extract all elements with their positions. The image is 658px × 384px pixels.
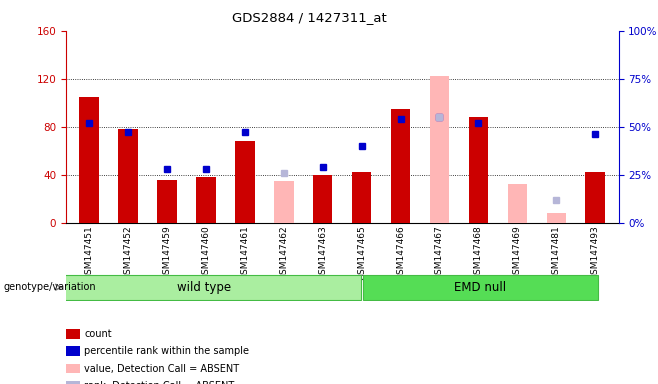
Bar (352, 172, 371, 223)
Text: genotype/variation: genotype/variation (3, 282, 96, 292)
Text: EMD null: EMD null (454, 281, 507, 293)
Bar (547, 213, 566, 223)
Bar (507, 184, 527, 223)
Bar (586, 172, 605, 223)
Bar (235, 141, 255, 223)
Bar (80, 97, 99, 223)
Bar (157, 180, 177, 223)
FancyBboxPatch shape (47, 275, 361, 300)
Bar (391, 109, 411, 223)
Text: GDS2884 / 1427311_at: GDS2884 / 1427311_at (232, 12, 387, 25)
Bar (468, 117, 488, 223)
Text: count: count (84, 329, 112, 339)
Bar (196, 177, 216, 223)
Bar (313, 175, 332, 223)
Bar (430, 76, 449, 223)
Text: percentile rank within the sample: percentile rank within the sample (84, 346, 249, 356)
Bar (118, 129, 138, 223)
FancyBboxPatch shape (363, 275, 598, 300)
Bar (274, 181, 293, 223)
Text: wild type: wild type (177, 281, 231, 293)
Text: rank, Detection Call = ABSENT: rank, Detection Call = ABSENT (84, 381, 234, 384)
Text: value, Detection Call = ABSENT: value, Detection Call = ABSENT (84, 364, 240, 374)
